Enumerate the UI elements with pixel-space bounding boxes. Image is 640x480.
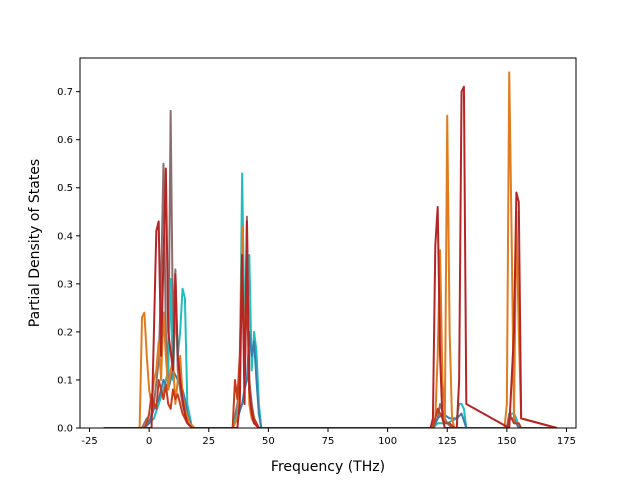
- y-tick-label: 0.5: [57, 183, 73, 194]
- y-tick-label: 0.0: [57, 424, 73, 435]
- y-axis-ticks: 0.0 0.1 0.2 0.3 0.4 0.5 0.6 0.7: [57, 87, 80, 435]
- series-line-6: [103, 85, 558, 428]
- y-tick-label: 0.2: [57, 327, 73, 338]
- y-tick-label: 0.6: [57, 135, 73, 146]
- x-axis-label: Frequency (THz): [271, 459, 385, 475]
- x-tick-label: 75: [322, 436, 335, 447]
- x-tick-label: 25: [202, 436, 215, 447]
- y-tick-label: 0.1: [57, 375, 73, 386]
- x-axis-ticks: -25 0 25 50 75 100 125 150 175: [81, 428, 576, 447]
- x-tick-label: 0: [146, 436, 152, 447]
- x-tick-label: 175: [557, 436, 576, 447]
- y-tick-label: 0.4: [57, 231, 73, 242]
- x-tick-label: -25: [81, 436, 97, 447]
- series-layer: [103, 71, 558, 428]
- x-tick-label: 50: [262, 436, 275, 447]
- x-tick-label: 100: [378, 436, 397, 447]
- x-tick-label: 125: [438, 436, 457, 447]
- y-tick-label: 0.7: [57, 87, 73, 98]
- y-tick-label: 0.3: [57, 279, 73, 290]
- y-axis-label: Partial Density of States: [27, 159, 43, 327]
- x-tick-label: 150: [497, 436, 516, 447]
